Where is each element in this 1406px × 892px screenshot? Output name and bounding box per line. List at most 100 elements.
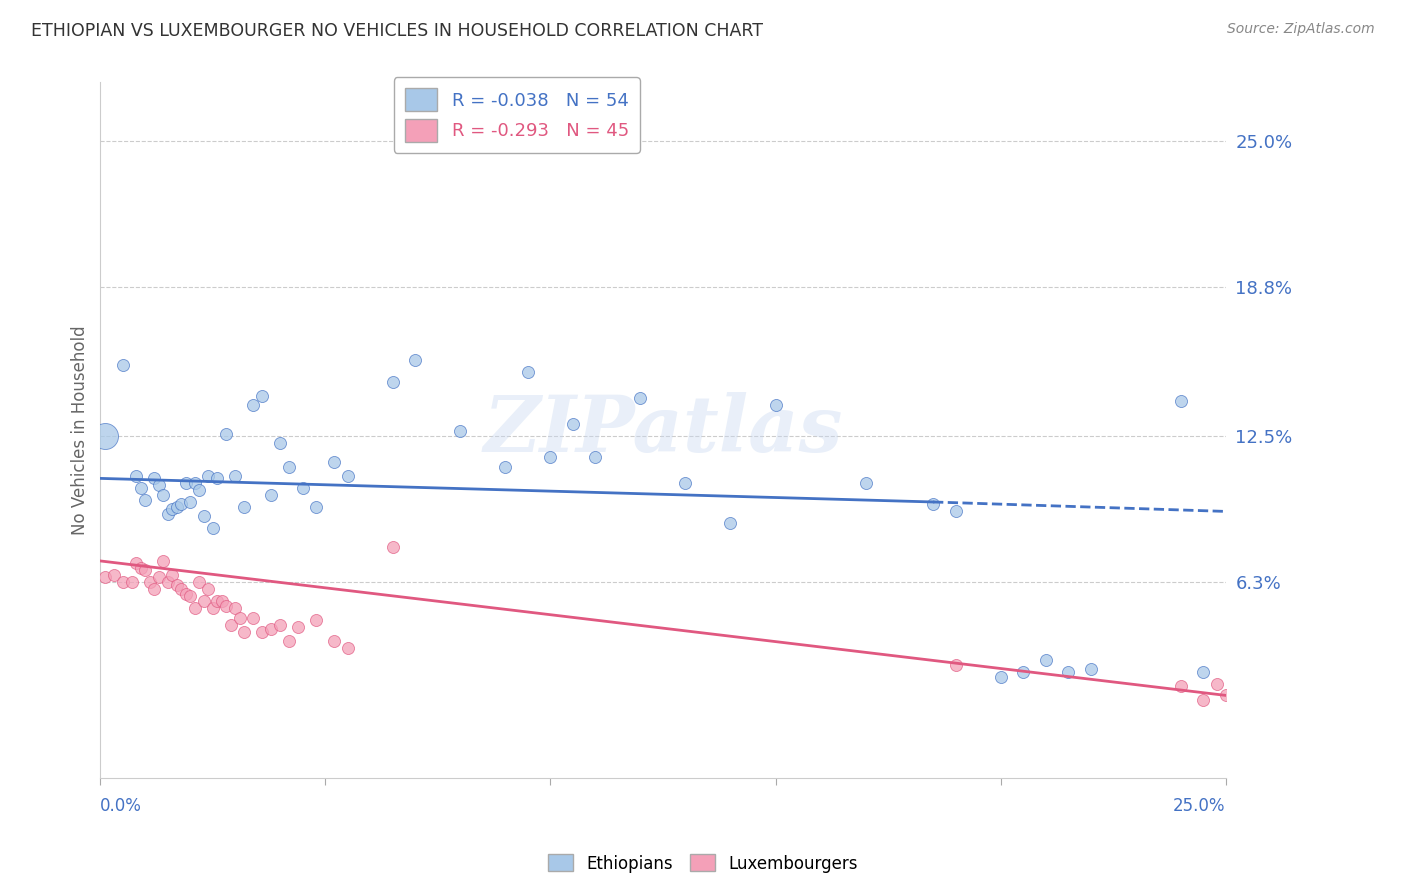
Point [215, 599, 238, 613]
Point [148, 478, 170, 492]
Point [1215, 689, 1237, 703]
Text: Source: ZipAtlas.com: Source: ZipAtlas.com [1227, 22, 1375, 37]
Point [720, 516, 742, 531]
Point [260, 623, 283, 637]
Point [540, 450, 562, 465]
Point [1223, 693, 1246, 707]
Point [224, 601, 246, 615]
Point [152, 488, 174, 502]
Point [381, 375, 404, 389]
Point [166, 577, 188, 591]
Point [381, 540, 404, 554]
Point [111, 575, 134, 590]
Point [94, 429, 117, 443]
Point [207, 594, 229, 608]
Point [404, 353, 426, 368]
Point [305, 500, 328, 514]
Point [855, 476, 877, 491]
Point [233, 500, 256, 514]
Point [336, 641, 359, 656]
Point [184, 476, 207, 491]
Point [494, 459, 516, 474]
Point [323, 455, 346, 469]
Point [336, 469, 359, 483]
Point [922, 497, 945, 511]
Point [219, 617, 242, 632]
Point [242, 398, 264, 412]
Point [207, 471, 229, 485]
Point [174, 476, 197, 491]
Point [449, 424, 471, 438]
Point [197, 582, 219, 597]
Point [269, 617, 291, 632]
Text: ZIPatlas: ZIPatlas [484, 392, 842, 468]
Point [179, 590, 201, 604]
Point [215, 426, 238, 441]
Point [184, 601, 207, 615]
Point [224, 469, 246, 483]
Point [129, 481, 152, 495]
Point [201, 521, 224, 535]
Point [1057, 665, 1080, 679]
Point [765, 398, 787, 412]
Point [252, 389, 274, 403]
Point [188, 575, 211, 590]
Y-axis label: No Vehicles in Household: No Vehicles in Household [72, 326, 89, 535]
Point [125, 469, 148, 483]
Point [193, 594, 215, 608]
Point [516, 365, 538, 379]
Point [675, 476, 697, 491]
Point [585, 450, 607, 465]
Legend: R = -0.038   N = 54, R = -0.293   N = 45: R = -0.038 N = 54, R = -0.293 N = 45 [394, 78, 640, 153]
Point [162, 568, 184, 582]
Point [170, 582, 193, 597]
Point [630, 391, 652, 405]
Point [1170, 679, 1192, 693]
Point [197, 469, 219, 483]
Point [252, 624, 274, 639]
Point [1192, 693, 1215, 707]
Point [166, 500, 188, 514]
Point [121, 575, 143, 590]
Point [291, 481, 314, 495]
Point [148, 570, 170, 584]
Point [129, 561, 152, 575]
Point [1170, 393, 1192, 408]
Point [305, 613, 328, 627]
Point [193, 509, 215, 524]
Point [260, 488, 283, 502]
Point [1035, 653, 1057, 667]
Point [174, 587, 197, 601]
Point [94, 570, 117, 584]
Point [278, 459, 301, 474]
Point [211, 594, 233, 608]
Point [139, 575, 162, 590]
Point [278, 634, 301, 648]
Point [179, 495, 201, 509]
Point [1080, 662, 1102, 676]
Point [103, 568, 125, 582]
Point [125, 557, 148, 571]
Point [242, 610, 264, 624]
Point [1205, 676, 1227, 690]
Point [1012, 665, 1035, 679]
Point [323, 634, 346, 648]
Point [562, 417, 585, 431]
Text: ETHIOPIAN VS LUXEMBOURGER NO VEHICLES IN HOUSEHOLD CORRELATION CHART: ETHIOPIAN VS LUXEMBOURGER NO VEHICLES IN… [31, 22, 763, 40]
Point [143, 471, 166, 485]
Point [287, 620, 309, 634]
Point [134, 563, 156, 577]
Point [156, 575, 179, 590]
Point [170, 497, 193, 511]
Point [269, 436, 291, 450]
Point [1192, 665, 1215, 679]
Point [990, 669, 1012, 683]
Point [229, 610, 252, 624]
Text: 25.0%: 25.0% [1173, 797, 1226, 814]
Legend: Ethiopians, Luxembourgers: Ethiopians, Luxembourgers [541, 847, 865, 880]
Point [162, 502, 184, 516]
Point [188, 483, 211, 498]
Point [111, 358, 134, 372]
Point [143, 582, 166, 597]
Text: 0.0%: 0.0% [100, 797, 142, 814]
